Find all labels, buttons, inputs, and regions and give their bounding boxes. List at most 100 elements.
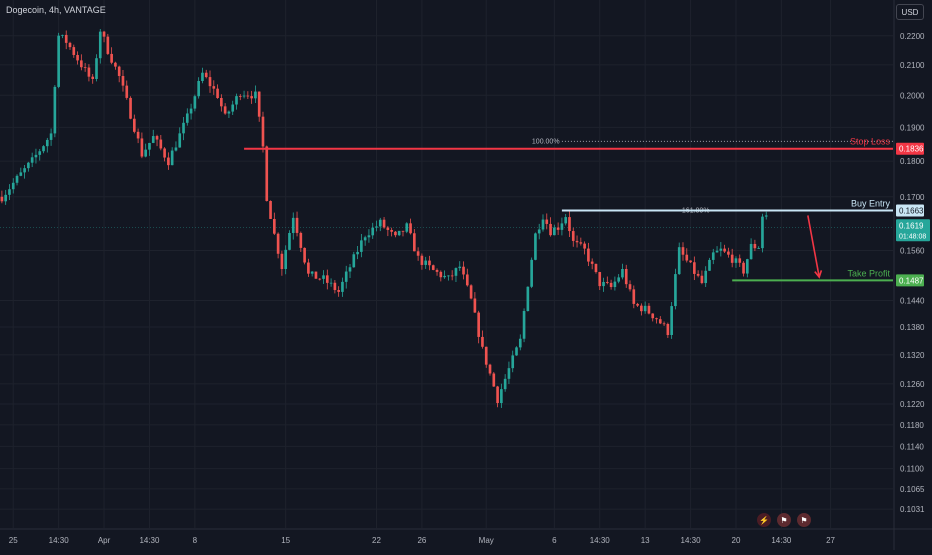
candle-body (613, 281, 617, 288)
candle-body (167, 157, 170, 166)
candle-body (15, 175, 19, 183)
candle-body (745, 259, 749, 274)
candle-body (356, 251, 359, 255)
projection-arrow (807, 215, 821, 278)
candle-body (269, 200, 272, 219)
flag-icon[interactable]: ⚑ (777, 513, 791, 527)
x-tick-label: 20 (732, 536, 741, 545)
candle-body (465, 274, 469, 286)
candle-body (235, 96, 238, 105)
candle-body (341, 281, 344, 292)
candle-body (500, 389, 503, 404)
candle-body (545, 219, 549, 224)
candle-body (45, 139, 49, 147)
x-tick-label: 27 (826, 536, 835, 545)
countdown-text: 01:48:08 (899, 233, 926, 240)
candle-body (587, 248, 590, 262)
candle-body (185, 113, 189, 123)
candle-body (280, 253, 284, 270)
candle-body (163, 148, 166, 158)
lightning-icon[interactable]: ⚡ (757, 513, 771, 527)
chart-title: Dogecoin, 4h, VANTAGE (6, 5, 106, 15)
candle-body (148, 142, 151, 150)
candle-body (288, 232, 291, 250)
y-tick-label: 0.1700 (900, 193, 925, 202)
candle-body (401, 230, 405, 232)
candle-body (511, 355, 515, 369)
candle-body (367, 235, 371, 238)
candle-body (662, 323, 666, 325)
level-label: Take Profit (847, 268, 890, 278)
candle-body (530, 259, 533, 287)
candle-body (518, 338, 522, 348)
candle-body (484, 346, 488, 365)
x-tick-label: 26 (417, 536, 426, 545)
candle-body (685, 254, 689, 261)
level-badge-text: 0.1663 (899, 207, 924, 216)
candle-body (734, 258, 738, 263)
candle-body (564, 217, 568, 224)
candle-body (23, 168, 26, 173)
candle-body (409, 223, 412, 234)
candle-body (102, 31, 106, 37)
y-tick-label: 0.1260 (900, 380, 925, 389)
candle-body (11, 182, 15, 190)
candle-body (700, 275, 704, 284)
candle-body (231, 104, 235, 112)
projection-arrow-head (814, 270, 823, 279)
x-tick-label: 14:30 (139, 536, 160, 545)
candle-body (503, 378, 507, 390)
candle-body (299, 232, 303, 248)
candle-body (72, 47, 76, 55)
candle-body (515, 347, 518, 356)
candle-body (413, 233, 416, 252)
candle-body (575, 240, 579, 243)
candle-body (276, 233, 280, 254)
candle-body (155, 136, 159, 140)
x-tick-label: Apr (98, 536, 111, 545)
candle-body (537, 229, 541, 234)
candle-body (458, 266, 462, 269)
x-tick-label: 14:30 (771, 536, 792, 545)
candle-body (496, 386, 499, 404)
candle-body (727, 251, 730, 255)
candle-body (201, 72, 204, 81)
candle-body (27, 162, 30, 169)
candle-body (416, 251, 420, 256)
candle-body (556, 227, 560, 230)
candle-body (83, 67, 87, 69)
y-tick-label: 0.1140 (900, 442, 924, 451)
candle-body (719, 248, 723, 251)
candle-body (730, 254, 734, 263)
candle-body (609, 282, 613, 288)
candle-body (68, 42, 72, 48)
candle-body (34, 154, 38, 158)
candle-body (30, 157, 34, 163)
candle-body (447, 275, 450, 277)
candle-body (681, 247, 685, 255)
y-tick-label: 0.1440 (900, 296, 925, 305)
candle-body (91, 76, 95, 79)
candle-body (87, 67, 91, 77)
candle-body (454, 268, 458, 276)
candle-body (238, 96, 242, 97)
candle-body (360, 240, 363, 252)
candle-body (363, 237, 367, 241)
candle-body (602, 281, 605, 287)
candle-body (295, 217, 299, 233)
candle-body (223, 106, 227, 114)
candle-body (352, 254, 356, 268)
candle-body (473, 298, 477, 313)
flag-icon[interactable]: ⚑ (797, 513, 811, 527)
currency-button[interactable]: USD (896, 4, 924, 20)
candle-body (344, 271, 348, 282)
candle-body (594, 263, 598, 273)
x-tick-label: 8 (193, 536, 198, 545)
candle-body (674, 274, 677, 307)
y-tick-label: 0.1560 (900, 246, 925, 255)
y-tick-label: 0.1320 (900, 351, 925, 360)
candle-body (117, 66, 121, 76)
candle-body (397, 230, 401, 236)
